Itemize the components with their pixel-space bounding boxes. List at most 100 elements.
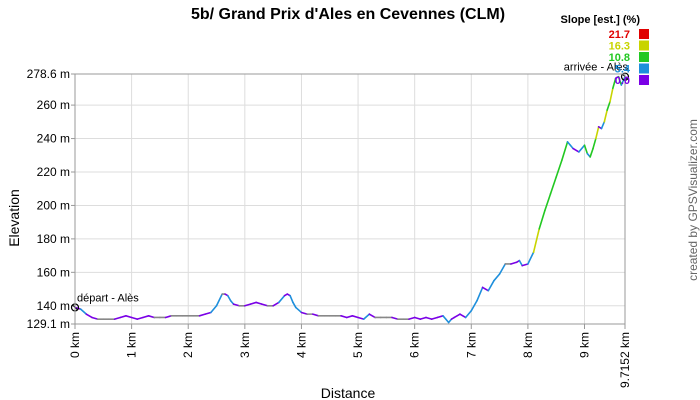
profile-segment <box>136 316 144 320</box>
profile-segment <box>85 313 93 319</box>
chart-title: 5b/ Grand Prix d'Ales en Cevennes (CLM) <box>191 6 505 23</box>
legend-entry-label: 16.3 <box>609 41 630 53</box>
profile-segment <box>425 316 433 320</box>
legend-swatch <box>639 40 649 51</box>
y-tick-label: 140 m <box>37 299 70 313</box>
profile-segment <box>413 316 422 320</box>
profile-segment <box>391 316 399 320</box>
slope-legend: Slope [est.] (%) 21.716.310.85.40.0 <box>561 14 649 87</box>
profile-segment <box>130 316 139 320</box>
profile-segment <box>589 147 594 158</box>
profile-segment <box>227 294 232 302</box>
profile-segment <box>453 313 461 319</box>
legend-entry-label: 5.4 <box>615 64 631 76</box>
profile-segment <box>79 308 88 315</box>
x-tick-label: 6 km <box>408 332 422 358</box>
profile-segment <box>606 100 611 111</box>
annotations: départ - Alès arrivée - Alès <box>70 62 630 312</box>
profile-segment <box>561 141 569 162</box>
waypoint-label: arrivée - Alès <box>564 62 629 74</box>
profile-segment <box>204 311 212 315</box>
profile-segment <box>527 251 535 265</box>
legend-entry-label: 0.0 <box>615 75 630 87</box>
profile-segment <box>232 303 240 307</box>
profile-segment <box>617 75 623 86</box>
profile-segment <box>595 126 600 140</box>
profile-segment <box>603 109 608 123</box>
profile-segment <box>408 316 416 320</box>
y-tick-label: 240 m <box>37 132 70 146</box>
profile-segment <box>538 209 546 230</box>
profile-segment <box>289 294 294 304</box>
profile-segment <box>198 313 207 317</box>
profile-segment <box>521 263 529 267</box>
profile-segment <box>113 316 122 320</box>
profile-segment <box>164 315 173 319</box>
profile-segment <box>592 137 597 150</box>
y-tick-label: 200 m <box>37 198 70 212</box>
profile-segment <box>272 301 280 307</box>
profile-segment <box>578 144 586 153</box>
profile-segment <box>255 301 263 305</box>
x-axis-ticks: 0 km 1 km 2 km 3 km 4 km 5 km 6 km 7 km 8 km 9 km… <box>68 324 632 388</box>
legend-swatch <box>639 63 649 74</box>
legend-title: Slope [est.] (%) <box>561 14 641 26</box>
profile-segment <box>498 263 507 275</box>
profile-segment <box>609 87 614 103</box>
plot-frame <box>74 73 626 325</box>
profile-segment <box>210 304 218 314</box>
profile-segment <box>125 315 133 319</box>
profile-segment <box>493 273 501 282</box>
x-tick-label: 4 km <box>294 332 308 358</box>
legend-entry-label: 21.7 <box>609 29 630 41</box>
x-tick-label: 9.7152 km <box>618 332 632 388</box>
x-tick-label: 5 km <box>351 332 365 358</box>
x-tick-label: 9 km <box>578 332 592 358</box>
profile-segment <box>261 303 269 307</box>
legend-entry-label: 10.8 <box>609 52 630 64</box>
profile-segment <box>436 315 444 319</box>
profile-segment <box>470 299 478 312</box>
elevation-profile <box>74 75 626 324</box>
y-tick-label: 180 m <box>37 232 70 246</box>
profile-segment <box>345 315 354 319</box>
profile-segment <box>278 294 286 304</box>
profile-segment <box>430 316 439 320</box>
profile-segment <box>555 159 563 178</box>
y-tick-label: 278.6 m <box>27 67 70 81</box>
grid <box>74 73 626 325</box>
profile-segment <box>572 147 580 153</box>
profile-segment <box>362 313 371 320</box>
y-tick-label: 160 m <box>37 265 70 279</box>
profile-segment <box>292 301 297 309</box>
profile-segment <box>612 77 617 90</box>
y-tick-label: 260 m <box>37 98 70 112</box>
waypoint-label: départ - Alès <box>77 292 139 304</box>
legend-swatch <box>639 29 649 39</box>
profile-segment <box>357 316 365 320</box>
profile-segment <box>620 75 626 86</box>
x-tick-label: 1 km <box>125 332 139 358</box>
legend-swatch <box>639 52 649 62</box>
profile-segment <box>419 316 427 320</box>
x-tick-label: 0 km <box>68 332 82 358</box>
profile-segment <box>518 259 524 267</box>
profile-segment <box>244 303 252 307</box>
y-tick-label: 129.1 m <box>27 317 70 331</box>
profile-segment <box>600 121 606 130</box>
profile-segment <box>510 261 518 265</box>
profile-segment <box>544 192 552 212</box>
y-tick-label: 220 m <box>37 165 70 179</box>
profile-segment <box>368 313 376 319</box>
profile-segment <box>340 315 348 319</box>
profile-segment <box>351 315 359 319</box>
profile-segment <box>147 315 156 319</box>
profile-segment <box>311 313 320 317</box>
profile-segment <box>464 309 473 319</box>
x-tick-label: 8 km <box>521 332 535 358</box>
y-axis-label: Elevation <box>6 189 22 247</box>
profile-segment <box>459 313 467 319</box>
x-tick-label: 3 km <box>238 332 252 358</box>
profile-segment <box>549 176 558 195</box>
